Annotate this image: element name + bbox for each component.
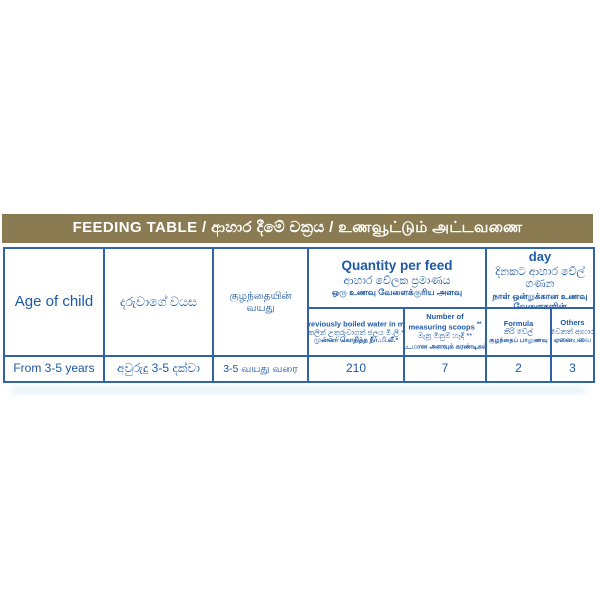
subheader-boiled-water: Previously boiled water in ml* කලින් උතු…	[309, 309, 405, 357]
cell-age-sinhala: අවුරුදු 3-5 දක්වා	[105, 357, 214, 383]
cell-water-ml: 210	[309, 357, 405, 383]
subheader-formula-english: Formula	[503, 318, 534, 328]
subheader-others: Others වෙනත් ආහාර ஏனையவை	[552, 309, 595, 357]
group-quantity-tamil: ஒரு உணவு வேளைக்குரிய அளவு	[331, 287, 463, 298]
header-age-tamil-label: குழந்தையின் வயது	[229, 289, 292, 314]
subheader-formula-tamil: குழந்தைப் பாலுணவு	[489, 337, 548, 345]
group-feeds-tamil-line2: வேளைகளின் எண்ணிக்கை	[513, 300, 567, 309]
subheader-scoops-asterisks: **	[476, 321, 482, 328]
header-age-sinhala-label: දරුවාගේ වයස	[120, 294, 197, 309]
group-feeds-tamil-line1: நாள் ஒன்றுக்கான உணவு	[492, 290, 588, 301]
cell-age-tamil-value: 3-5 வயது வரை	[223, 362, 298, 375]
subheader-measuring-scoops: Number of measuring scoops ** මැනූ මිනුම…	[405, 309, 487, 357]
title-bar: FEEDING TABLE / ආහාර දීමේ චක්‍රය / உணவூட…	[2, 214, 593, 243]
subheader-scoops-tamil-text: மட்டமான அளவுக் கரண்டிகள்	[405, 342, 487, 350]
page-title: FEEDING TABLE / ආහාර දීමේ චක්‍රය / உணவூட…	[72, 219, 523, 236]
feeding-table: Age of child දරුවාගේ වයස குழந்தையின் வயத…	[3, 247, 595, 383]
header-age-tamil: குழந்தையின் வயது	[214, 249, 309, 357]
subheader-formula: Formula කිරි වේල් குழந்தைப் பாலுணவு	[487, 309, 552, 357]
subheader-others-english: Others	[560, 318, 585, 328]
cell-scoops-value: 7	[441, 361, 449, 376]
cell-formula-feeds: 2	[487, 357, 552, 383]
cell-age-sinhala-value: අවුරුදු 3-5 දක්වා	[116, 361, 201, 376]
subheader-others-sinhala: වෙනත් ආහාර	[552, 327, 595, 337]
cell-other-feeds-value: 3	[569, 361, 576, 376]
subheader-water-english-text: Previously boiled water in ml	[309, 319, 405, 329]
group-quantity-english: Quantity per feed	[341, 258, 453, 274]
subheader-scoops-english-text: Number of measuring scoops	[408, 312, 475, 332]
subheader-scoops-english: Number of measuring scoops **	[407, 312, 483, 332]
group-header-feeds-per-day: No. of feeds per day දිනකට ආහාර වේල් ගණන…	[487, 249, 595, 309]
cell-age-english: From 3-5 years	[5, 357, 105, 383]
cell-scoops: 7	[405, 357, 487, 383]
subheader-scoops-sinhala: මැනූ මිනුම් හැඳි **	[417, 331, 473, 341]
header-age-english: Age of child	[5, 249, 105, 357]
subheader-others-tamil: ஏனையவை	[553, 336, 592, 344]
cell-age-english-value: From 3-5 years	[13, 361, 95, 376]
subheader-formula-sinhala: කිරි වේල්	[504, 327, 533, 337]
scan-shadow-artifact	[10, 387, 586, 393]
subheader-water-tamil: முன்னர் கொதித்த நீர்.மி.லீ.*	[313, 337, 399, 345]
header-age-sinhala: දරුවාගේ වයස	[105, 249, 214, 357]
cell-other-feeds: 3	[552, 357, 595, 383]
cell-formula-feeds-value: 2	[515, 361, 522, 376]
group-feeds-english: No. of feeds per day	[528, 249, 552, 264]
subheader-water-english: Previously boiled water in ml*	[309, 319, 405, 329]
group-quantity-sinhala: ආහාර වේලක ප්‍රමාණය	[343, 274, 451, 287]
header-age-english-label: Age of child	[14, 293, 94, 311]
group-header-quantity-per-feed: Quantity per feed ආහාර වේලක ප්‍රමාණය ஒரு…	[309, 249, 487, 309]
cell-age-tamil: 3-5 வயது வரை	[214, 357, 309, 383]
subheader-water-sinhala: කලින් උතුරුවාගත් ජලය මි.ලී.*	[309, 327, 404, 337]
subheader-scoops-tamil: மட்டமான அளவுக் கரண்டிகள் **	[405, 341, 487, 351]
group-feeds-sinhala: දිනකට ආහාර වේල් ගණන	[495, 265, 585, 291]
cell-water-ml-value: 210	[345, 361, 367, 376]
